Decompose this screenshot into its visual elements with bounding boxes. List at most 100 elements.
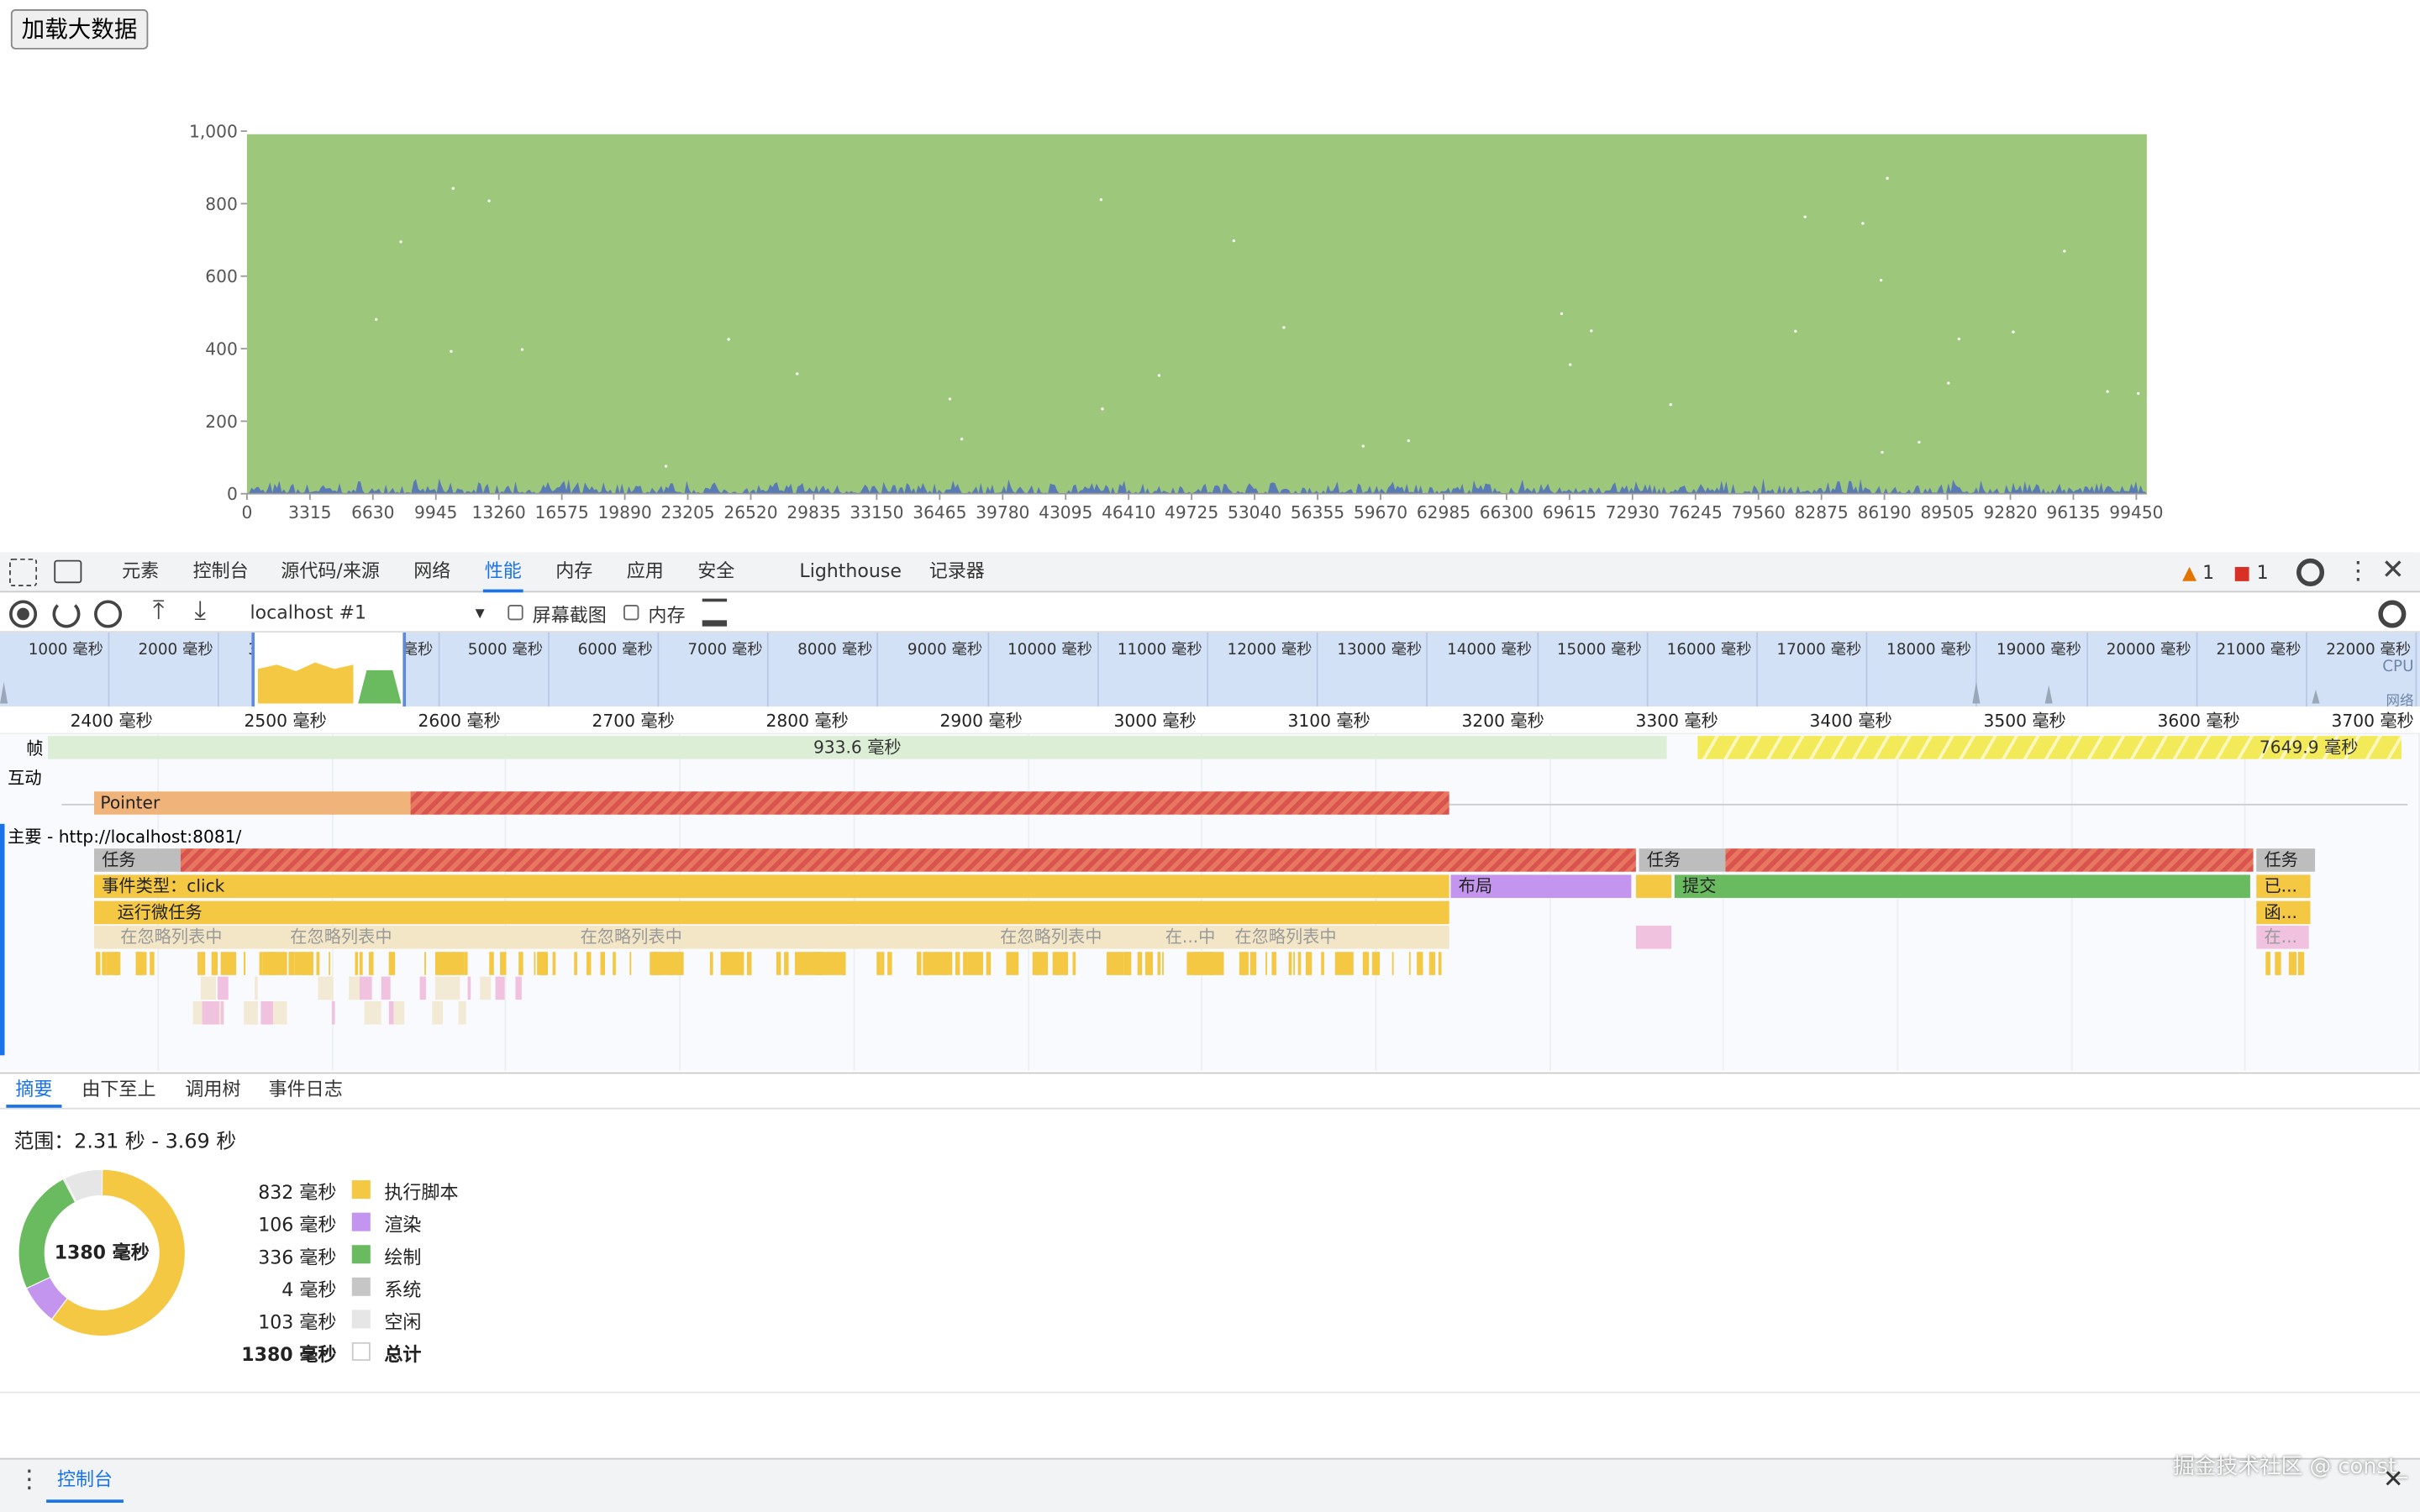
x-tick-label: 46410	[1102, 502, 1155, 522]
frame-b: 7649.9 毫秒	[1697, 736, 2402, 759]
devtools-tab[interactable]: 记录器	[929, 559, 985, 582]
download-button[interactable]: ⤓	[194, 595, 207, 627]
flame-slice	[388, 952, 392, 975]
devtools-tab[interactable]: 网络	[413, 559, 451, 582]
flame-slice	[599, 952, 605, 975]
bottom-tab[interactable]: 调用树	[185, 1078, 241, 1100]
flame-slice	[389, 952, 395, 975]
flame-slice-deep	[349, 976, 361, 1000]
summary-name: 执行脚本	[384, 1181, 459, 1204]
flame-slice	[1392, 952, 1394, 975]
ignored-item: 在...中	[1165, 927, 1216, 948]
flame-slice	[1376, 952, 1381, 975]
flame-slice	[2298, 952, 2302, 975]
flame-slice	[1293, 952, 1296, 975]
gc-button[interactable]	[702, 598, 728, 627]
upload-button[interactable]: ⤒	[152, 595, 165, 627]
devtools-tab[interactable]: 元素	[122, 559, 160, 582]
gap	[375, 318, 378, 321]
devtools-tab[interactable]: 性能	[482, 553, 523, 593]
devtools-tab[interactable]: 应用	[626, 559, 664, 582]
flame-slice	[1149, 952, 1151, 975]
overview-grid	[657, 633, 660, 707]
bottom-tab[interactable]: 摘要	[6, 1074, 62, 1108]
flame-slice-deep	[449, 976, 460, 1000]
memory-checkbox[interactable]	[623, 604, 639, 621]
devtools-tab[interactable]: 源代码/来源	[281, 559, 380, 582]
device-icon[interactable]	[54, 559, 82, 584]
flame-grid	[2418, 734, 2420, 1071]
gap	[2012, 330, 2015, 333]
donut-segment	[50, 1168, 186, 1337]
screenshot-checkbox[interactable]	[508, 604, 523, 621]
ignored-bg	[94, 926, 1449, 949]
flame-slice	[613, 952, 616, 975]
ignored-item: 在忽略列表中	[580, 927, 682, 948]
overview-tick: 8000 毫秒	[797, 642, 873, 659]
flame-slice-deep	[332, 1001, 335, 1025]
flame-slice	[652, 952, 656, 975]
bottom-tab[interactable]: 由下至上	[82, 1078, 156, 1100]
drawer-close[interactable]: ✕	[2382, 1464, 2404, 1494]
overview-tick: 12000 毫秒	[1227, 642, 1313, 659]
clear-button[interactable]	[94, 600, 123, 628]
y-tick-label: 200	[205, 412, 238, 432]
flame-slice	[1106, 952, 1123, 975]
flame-slice	[465, 952, 468, 975]
devtools-tab[interactable]: 安全	[697, 559, 735, 582]
load-button[interactable]: 加载大数据	[10, 9, 149, 50]
x-tick-label: 69615	[1543, 502, 1597, 522]
flame-slice	[213, 952, 216, 975]
flame-slice	[102, 952, 105, 975]
settings-icon[interactable]	[2296, 558, 2325, 586]
devtools-tab[interactable]: Lighthouse	[799, 559, 902, 582]
overview-cpu-label: CPU	[2382, 659, 2414, 676]
summary-swatch	[351, 1180, 371, 1200]
reload-button[interactable]	[52, 600, 81, 628]
close-icon[interactable]: ✕	[2381, 554, 2405, 586]
x-tick-label: 76245	[1669, 502, 1723, 522]
flame-slice	[629, 952, 632, 975]
flame-slice	[1137, 952, 1142, 975]
flame-slice-deep	[376, 1001, 381, 1025]
error-count[interactable]: ■ 1	[2233, 562, 2269, 584]
gap	[664, 465, 668, 468]
gap	[1560, 312, 1564, 316]
flame-slice	[519, 952, 524, 975]
flame-slice	[1288, 952, 1292, 975]
gap	[451, 186, 455, 190]
inspect-icon[interactable]	[9, 558, 38, 586]
flame-grid	[1723, 734, 1725, 1071]
x-tick-label: 6630	[351, 502, 394, 522]
kebab-icon[interactable]: ⋮	[2345, 555, 2371, 585]
gap	[2137, 391, 2140, 396]
x-tick-label: 82875	[1795, 502, 1849, 522]
record-button[interactable]	[9, 600, 38, 628]
overview-tick: 14000 毫秒	[1447, 642, 1533, 659]
flame-slice	[355, 952, 359, 975]
x-tick-label: 16575	[535, 502, 589, 522]
flame-slice-deep	[434, 976, 450, 1000]
layout: 布局	[1450, 874, 1632, 898]
flame-slice	[1371, 952, 1379, 975]
flame-slice-deep	[318, 976, 334, 1000]
drawer-menu[interactable]: ⋮	[17, 1464, 42, 1494]
devtools-tab[interactable]: 控制台	[192, 559, 249, 582]
drawer-tab[interactable]: 控制台	[46, 1466, 124, 1503]
task: 任务	[2256, 848, 2316, 872]
perf-settings[interactable]	[2378, 600, 2407, 628]
bottom-tab[interactable]: 事件日志	[268, 1078, 343, 1100]
gap	[399, 240, 402, 244]
flame-slice	[1211, 952, 1224, 975]
devtools-tab[interactable]: 内存	[555, 559, 593, 582]
flame-slice	[783, 952, 789, 975]
flame-slice	[243, 952, 246, 975]
overview-tick: 10000 毫秒	[1007, 642, 1093, 659]
flame-slice	[776, 952, 781, 975]
warning-count[interactable]: ▲ 1	[2182, 562, 2214, 584]
summary-name: 总计	[384, 1343, 422, 1366]
flame-slice	[720, 952, 744, 975]
ruler-tick: 2600 毫秒	[418, 711, 501, 732]
target-select[interactable]: localhost #1 ▾	[250, 601, 490, 623]
